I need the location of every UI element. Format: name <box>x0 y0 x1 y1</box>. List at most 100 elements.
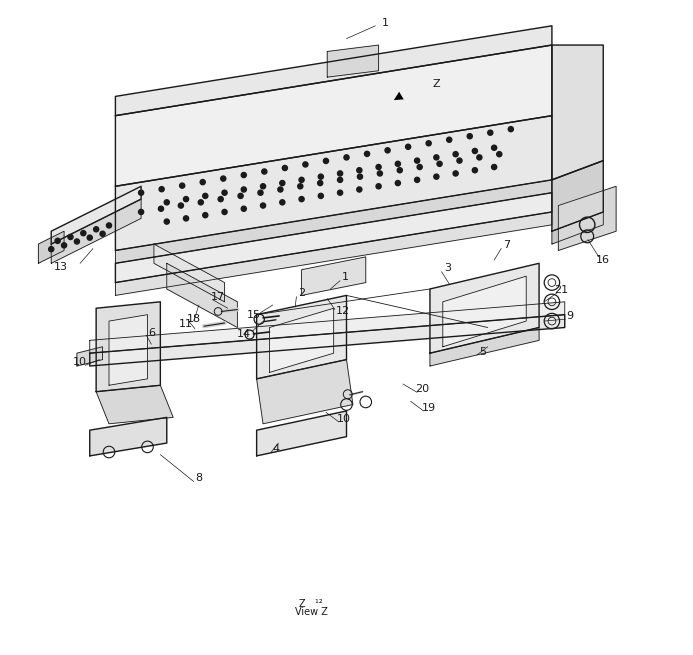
Circle shape <box>324 159 328 164</box>
Polygon shape <box>89 314 565 366</box>
Polygon shape <box>116 193 552 282</box>
Text: 4: 4 <box>272 445 279 455</box>
Circle shape <box>397 168 403 173</box>
Circle shape <box>417 164 422 170</box>
Circle shape <box>488 130 493 135</box>
Text: Z: Z <box>432 79 440 88</box>
Circle shape <box>508 126 514 132</box>
Circle shape <box>184 215 188 221</box>
Text: 5: 5 <box>479 347 486 357</box>
Polygon shape <box>256 295 346 379</box>
Circle shape <box>318 174 324 179</box>
Text: 1: 1 <box>342 272 349 282</box>
Polygon shape <box>552 45 604 180</box>
Circle shape <box>357 187 362 192</box>
Text: 10: 10 <box>73 357 87 367</box>
Text: 13: 13 <box>54 261 68 272</box>
Circle shape <box>299 196 304 202</box>
Circle shape <box>49 247 54 252</box>
Circle shape <box>164 200 169 205</box>
Circle shape <box>258 190 263 195</box>
Polygon shape <box>327 45 378 77</box>
Circle shape <box>497 151 502 157</box>
Circle shape <box>200 179 205 185</box>
Circle shape <box>241 172 247 178</box>
Circle shape <box>358 174 362 179</box>
Text: 8: 8 <box>195 474 202 483</box>
Text: 14: 14 <box>237 329 251 339</box>
Text: 7: 7 <box>503 240 511 250</box>
Circle shape <box>434 155 439 160</box>
Circle shape <box>477 155 482 160</box>
Circle shape <box>261 203 265 208</box>
Polygon shape <box>154 244 225 302</box>
Circle shape <box>55 238 60 244</box>
Polygon shape <box>270 309 333 373</box>
Text: 6: 6 <box>148 328 155 337</box>
Polygon shape <box>51 199 141 263</box>
Circle shape <box>282 166 288 170</box>
Circle shape <box>238 193 243 198</box>
Circle shape <box>241 206 247 212</box>
Circle shape <box>405 144 411 149</box>
Text: 2: 2 <box>298 288 305 299</box>
Circle shape <box>453 151 458 157</box>
Circle shape <box>100 231 105 236</box>
Circle shape <box>280 181 285 185</box>
Text: 19: 19 <box>421 403 436 413</box>
Text: 18: 18 <box>186 314 201 324</box>
Circle shape <box>184 196 188 202</box>
Circle shape <box>337 178 342 183</box>
Circle shape <box>107 223 112 228</box>
Circle shape <box>278 187 283 192</box>
Circle shape <box>434 174 439 179</box>
Circle shape <box>218 196 223 202</box>
Circle shape <box>446 137 452 142</box>
Circle shape <box>298 183 303 189</box>
Text: 3: 3 <box>444 263 450 273</box>
Circle shape <box>395 161 401 166</box>
Polygon shape <box>96 385 173 424</box>
Circle shape <box>220 176 226 181</box>
Text: 17: 17 <box>211 291 225 302</box>
Circle shape <box>303 162 308 167</box>
Circle shape <box>491 145 497 151</box>
Circle shape <box>74 239 80 244</box>
Circle shape <box>94 227 98 232</box>
Circle shape <box>491 164 497 170</box>
Polygon shape <box>430 263 539 353</box>
Circle shape <box>453 171 458 176</box>
Text: 16: 16 <box>596 255 611 265</box>
Circle shape <box>198 200 203 205</box>
Text: View Z: View Z <box>295 607 328 617</box>
Circle shape <box>376 183 381 189</box>
Circle shape <box>357 168 362 173</box>
Text: 15: 15 <box>247 310 261 320</box>
Circle shape <box>81 231 86 236</box>
Polygon shape <box>109 314 148 385</box>
Circle shape <box>473 168 477 173</box>
Circle shape <box>317 181 323 185</box>
Polygon shape <box>116 26 552 116</box>
Circle shape <box>414 158 420 163</box>
Text: 9: 9 <box>566 311 573 321</box>
Circle shape <box>344 155 349 160</box>
Circle shape <box>241 187 247 192</box>
Circle shape <box>203 193 208 198</box>
Circle shape <box>437 161 442 166</box>
Circle shape <box>62 243 67 248</box>
Circle shape <box>414 178 420 183</box>
Circle shape <box>426 141 431 146</box>
Polygon shape <box>559 186 616 250</box>
Polygon shape <box>116 116 552 250</box>
Polygon shape <box>51 186 141 244</box>
Polygon shape <box>167 263 238 328</box>
Polygon shape <box>256 360 353 424</box>
Circle shape <box>395 181 401 185</box>
Circle shape <box>159 206 164 212</box>
Polygon shape <box>116 212 552 295</box>
Circle shape <box>179 183 185 188</box>
Polygon shape <box>430 328 539 366</box>
Circle shape <box>337 190 342 195</box>
Circle shape <box>159 187 164 192</box>
